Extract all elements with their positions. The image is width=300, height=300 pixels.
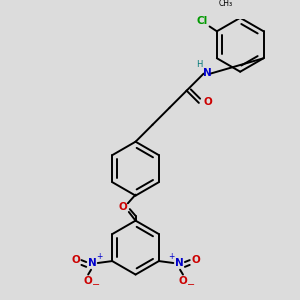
Text: H: H (196, 61, 203, 70)
Text: −: − (187, 280, 195, 290)
Text: N: N (88, 258, 96, 268)
Text: O: O (119, 202, 128, 212)
Text: Cl: Cl (196, 16, 208, 26)
Text: O: O (191, 255, 200, 265)
Text: O: O (203, 97, 212, 107)
Text: N: N (175, 258, 184, 268)
Text: N: N (203, 68, 212, 78)
Text: CH₃: CH₃ (218, 0, 233, 8)
Text: O: O (71, 255, 80, 265)
Text: O: O (178, 276, 187, 286)
Text: −: − (92, 280, 100, 290)
Text: +: + (168, 252, 175, 261)
Text: +: + (97, 252, 103, 261)
Text: O: O (84, 276, 92, 286)
